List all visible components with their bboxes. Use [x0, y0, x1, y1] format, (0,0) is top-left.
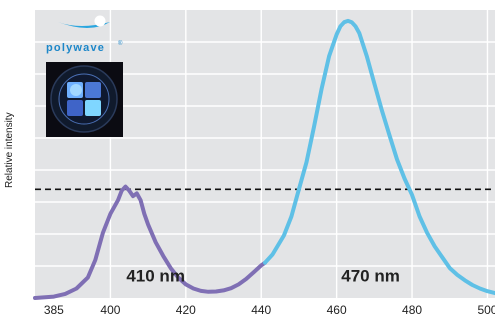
- brand-trademark: ®: [118, 40, 123, 47]
- x-axis-ticks: 385 400 420 440 460 480 500: [44, 303, 495, 317]
- led-image: [46, 62, 123, 137]
- led-chip-3: [67, 100, 83, 116]
- led-glow: [70, 84, 82, 96]
- peak-annotation: 470 nm: [341, 267, 400, 286]
- plot-background: [35, 10, 495, 298]
- brand-name: polywave: [46, 42, 105, 54]
- logo-swoosh: [58, 22, 110, 28]
- x-tick-label: 385: [44, 303, 64, 317]
- annotations-group: 410 nm 470 nm: [126, 267, 400, 286]
- led-chip-2: [85, 82, 101, 98]
- series-group: [33, 18, 495, 300]
- peak-annotation: 410 nm: [126, 267, 185, 286]
- series-line-2: [263, 18, 495, 296]
- x-tick-label: 420: [176, 303, 196, 317]
- series-line-1: [33, 184, 267, 300]
- logo-dot: [94, 15, 106, 27]
- polywave-logo: polywave ®: [46, 15, 123, 54]
- x-tick-label: 500: [477, 303, 495, 317]
- x-tick-label: 400: [100, 303, 120, 317]
- led-ring-inner: [58, 73, 110, 125]
- x-tick-label: 480: [402, 303, 422, 317]
- x-tick-label: 460: [327, 303, 347, 317]
- x-tick-label: 440: [251, 303, 271, 317]
- led-chip-4: [85, 100, 101, 116]
